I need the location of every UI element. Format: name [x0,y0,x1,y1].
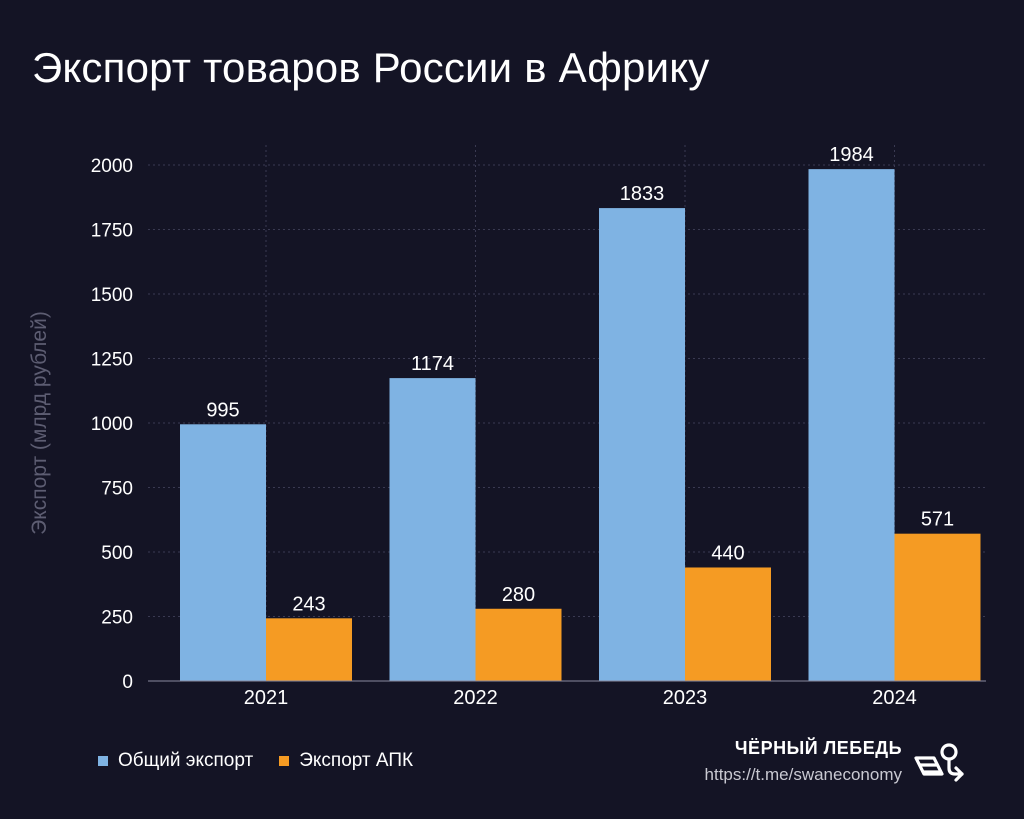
bar-total [808,169,895,682]
x-tick-label: 2024 [872,687,917,709]
data-label: 440 [711,542,744,564]
legend-label-total: Общий экспорт [118,750,254,771]
y-tick-label: 750 [101,479,133,500]
x-tick-label: 2023 [663,687,708,709]
bar-agro [475,608,562,681]
legend-swatch-agro [279,756,290,766]
bar-agro [685,567,771,681]
swan-logo-icon [914,743,964,782]
y-tick-label: 1250 [91,350,133,371]
y-tick-label: 1500 [91,285,133,306]
brand-url: https://t.me/swaneconomy [704,765,902,784]
y-tick-label: 0 [122,672,133,693]
y-axis-label: Экспорт (млрд рублей) [28,311,51,535]
bar-agro [266,618,352,681]
data-label: 1833 [620,183,665,205]
brand-name: ЧЁРНЫЙ ЛЕБЕДЬ [734,738,902,758]
data-label: 995 [206,399,239,421]
y-tick-label: 1750 [91,221,133,242]
y-tick-label: 500 [101,543,133,564]
legend: Общий экспорт Экспорт АПК [98,750,439,772]
data-label: 243 [292,593,325,615]
x-tick-label: 2022 [453,687,498,709]
y-tick-label: 250 [101,608,133,629]
data-label: 280 [502,584,535,606]
bar-total [389,378,476,681]
bar-total [180,424,266,681]
x-tick-label: 2021 [244,687,289,709]
bar-total [599,208,685,681]
legend-item-total: Общий экспорт [98,750,253,772]
chart-title: Экспорт товаров России в Африку [32,44,710,91]
data-label: 1174 [411,353,454,375]
bar-agro [894,533,981,681]
y-tick-label: 1000 [91,414,133,435]
legend-item-agro: Экспорт АПК [279,750,413,772]
y-tick-label: 2000 [91,156,133,177]
legend-label-agro: Экспорт АПК [299,750,414,771]
data-label: 571 [921,509,954,531]
data-label: 1984 [829,144,874,166]
brand-block: ЧЁРНЫЙ ЛЕБЕДЬ https://t.me/swaneconomy [705,738,902,785]
legend-swatch-total [98,756,108,766]
